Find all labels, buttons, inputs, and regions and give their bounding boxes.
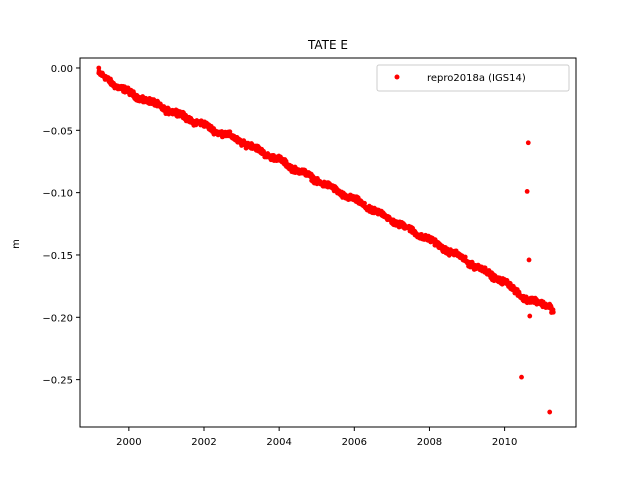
x-tick-label: 2002 <box>191 437 216 448</box>
y-axis-label: m <box>11 239 22 249</box>
x-tick-label: 2004 <box>266 437 291 448</box>
y-tick-label: −0.05 <box>42 126 73 137</box>
data-points <box>96 65 556 415</box>
legend-label: repro2018a (IGS14) <box>427 73 526 84</box>
data-point <box>527 313 533 319</box>
data-point <box>525 140 531 146</box>
y-tick-label: −0.25 <box>42 376 73 387</box>
data-point <box>462 254 468 260</box>
data-point <box>519 374 524 380</box>
y-tick-label: 0.00 <box>51 64 73 75</box>
x-tick-label: 2000 <box>116 437 141 448</box>
legend-box <box>376 64 570 92</box>
y-axis-ticks: 0.00 −0.05 −0.10 −0.15 −0.20 −0.25 <box>42 64 80 387</box>
y-tick-label: −0.15 <box>42 251 73 262</box>
plot-frame <box>79 57 577 428</box>
data-point <box>100 71 105 77</box>
data-point <box>96 65 102 71</box>
x-tick-label: 2006 <box>342 437 367 448</box>
data-point <box>526 257 532 263</box>
y-tick-label: −0.10 <box>42 189 73 200</box>
data-point <box>362 200 367 206</box>
data-point <box>107 78 113 83</box>
data-point <box>547 409 553 415</box>
data-point <box>550 309 556 315</box>
legend-marker <box>394 74 400 80</box>
y-tick-label: −0.20 <box>42 313 73 324</box>
legend: repro2018a (IGS14) <box>376 64 570 92</box>
data-point <box>524 188 530 194</box>
chart-title: TATE E <box>307 38 348 52</box>
x-tick-label: 2008 <box>417 437 442 448</box>
x-tick-label: 2010 <box>492 437 517 448</box>
x-axis-ticks: 2000 2002 2004 2006 2008 2010 <box>116 427 517 448</box>
